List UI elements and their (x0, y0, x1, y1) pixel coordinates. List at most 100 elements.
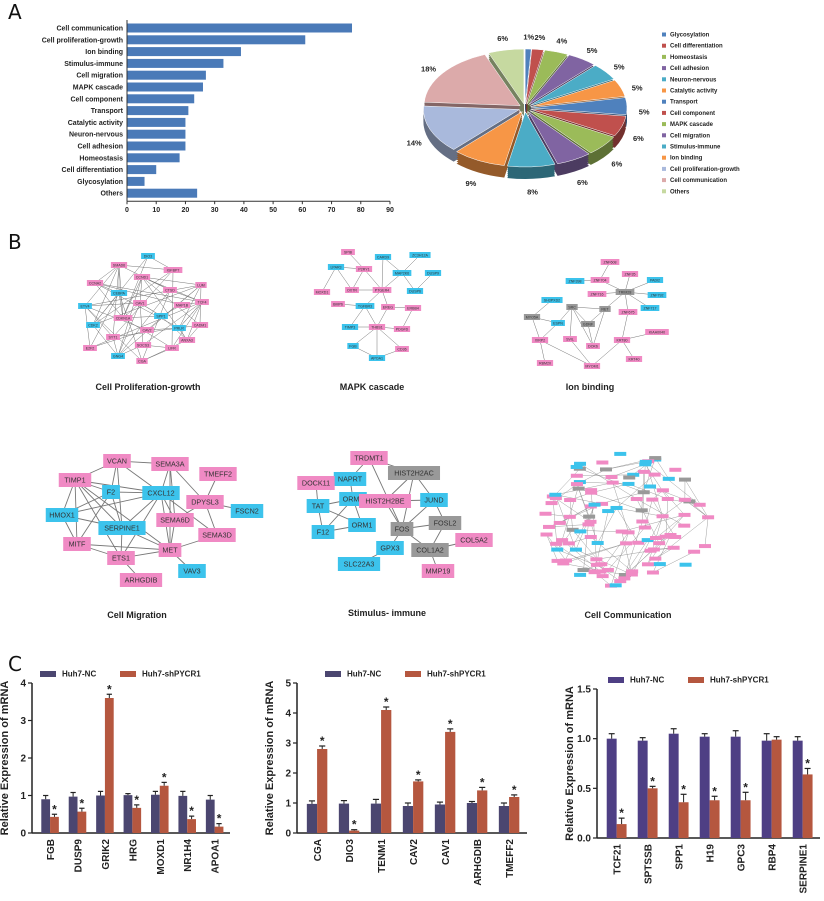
legend-label: Huh7-shPYCR1 (427, 670, 486, 679)
network-node (543, 524, 556, 529)
network-node (662, 476, 675, 481)
network-node (551, 547, 564, 552)
network-node-p2ry1 (355, 266, 373, 272)
bar-huh7-nc-serpine1 (792, 740, 803, 838)
network-node (602, 509, 615, 514)
network-node-znf792 (647, 292, 667, 298)
network-node-label: XIRP2 (535, 338, 545, 342)
network-node-label: CD36 (397, 347, 406, 351)
x-tick-label: 30 (211, 207, 219, 214)
network-edge (122, 255, 149, 319)
network-node-label: HMOX1 (49, 511, 75, 520)
legend-swatch (662, 88, 666, 93)
network-node-label: CAV1 (135, 301, 144, 305)
network-node (669, 534, 682, 539)
bar-huh7-nc-apoa1 (205, 799, 215, 833)
legend-label: Neuron-nervous (670, 77, 717, 83)
network-node-label: EREG (383, 305, 393, 309)
bar-cell-component (127, 94, 195, 104)
network-node-label: TIMP1 (64, 476, 85, 485)
network-edge (591, 483, 629, 493)
network-node-fgb (347, 343, 359, 349)
network-node (590, 562, 603, 567)
x-tick-label: ARHGDIB (473, 839, 484, 886)
network-node-map2k6 (392, 270, 412, 276)
network-edge (578, 488, 590, 517)
x-tick-label: FGB (46, 839, 57, 860)
network-node-e2f2 (83, 345, 97, 351)
network-node (678, 523, 691, 528)
network-node-lum (195, 282, 207, 288)
network-node-label: ZNF792 (651, 293, 664, 297)
network-node (630, 497, 643, 502)
network-node-fosl2 (428, 516, 462, 530)
legend-label: Cell differentiation (670, 44, 723, 50)
network-node-lpar3 (327, 264, 345, 270)
significance-star: * (650, 774, 655, 788)
bar-huh7-nc-cav1 (434, 804, 446, 833)
legend-label: Cell component (670, 111, 715, 117)
legend-swatch (688, 677, 704, 683)
bar-category-label: Others (100, 191, 123, 198)
network-edge (587, 323, 594, 347)
bar-huh7-shpycr1-tenm1 (381, 710, 392, 833)
network-node-label: KIAA0040 (649, 330, 665, 334)
network-edge (621, 339, 635, 360)
pie-percent-label: 6% (611, 159, 622, 168)
network-node (678, 477, 691, 482)
network-edge (117, 302, 141, 357)
network-node (570, 482, 583, 487)
network-title-mapk: MAPK cascade (340, 382, 405, 392)
bar-huh7-nc-tmeff2 (498, 806, 510, 833)
network-node (610, 505, 623, 510)
network-node (582, 522, 595, 527)
legend-label: Huh7-NC (630, 676, 664, 685)
network-node (570, 464, 583, 469)
network-node-label: CTSD (165, 288, 175, 292)
network-node-label: FOS (395, 525, 410, 534)
bar-ion-binding (127, 47, 241, 57)
network-node-znf704 (590, 277, 610, 283)
network-node-label: F2 (107, 488, 115, 497)
network-node-label: MMP19 (426, 567, 451, 576)
bar-huh7-nc-sptssb (637, 740, 648, 838)
network-node (564, 498, 577, 503)
legend-label: MAPK cascade (670, 122, 714, 128)
legend-swatch (662, 122, 666, 127)
network-node-label: ANXA3 (181, 338, 193, 342)
network-node (649, 556, 662, 561)
network-node (669, 467, 682, 472)
pie-percent-label: 6% (633, 134, 644, 143)
network-node-label: SERPINE1 (104, 524, 140, 533)
bar-cell-adhesion (127, 141, 186, 151)
network-edge (616, 474, 655, 509)
legend-label: Catalytic activity (670, 89, 718, 95)
x-tick-label: NR1H4 (183, 839, 194, 872)
y-tick-label: 1.5 (577, 685, 591, 696)
network-node (605, 475, 618, 480)
network-node (615, 529, 628, 534)
network-node (588, 502, 601, 507)
network-node-oxtr (345, 287, 359, 293)
network-node-tmeff2 (199, 467, 237, 481)
network-node-f2 (102, 485, 120, 499)
network-node (584, 519, 597, 524)
significance-star: * (320, 734, 325, 748)
network-node-dpysl3 (186, 495, 224, 509)
network-node-label: RET (601, 307, 609, 311)
pie-percent-label: 9% (465, 179, 476, 188)
significance-star: * (217, 812, 222, 826)
pie-percent-label: 5% (587, 46, 598, 55)
network-node (583, 514, 596, 519)
significance-star: * (384, 695, 389, 709)
network-node (656, 488, 669, 493)
network-node-krt40 (625, 356, 643, 362)
significance-star: * (352, 818, 357, 832)
network-node-znf716 (587, 291, 607, 297)
network-node (577, 568, 590, 573)
bar-homeostasis (127, 153, 180, 163)
x-tick-label: 20 (182, 207, 190, 214)
network-node-fscn2 (230, 504, 264, 518)
bar-huh7-nc-fgb (41, 799, 51, 833)
network-edge (576, 474, 634, 476)
